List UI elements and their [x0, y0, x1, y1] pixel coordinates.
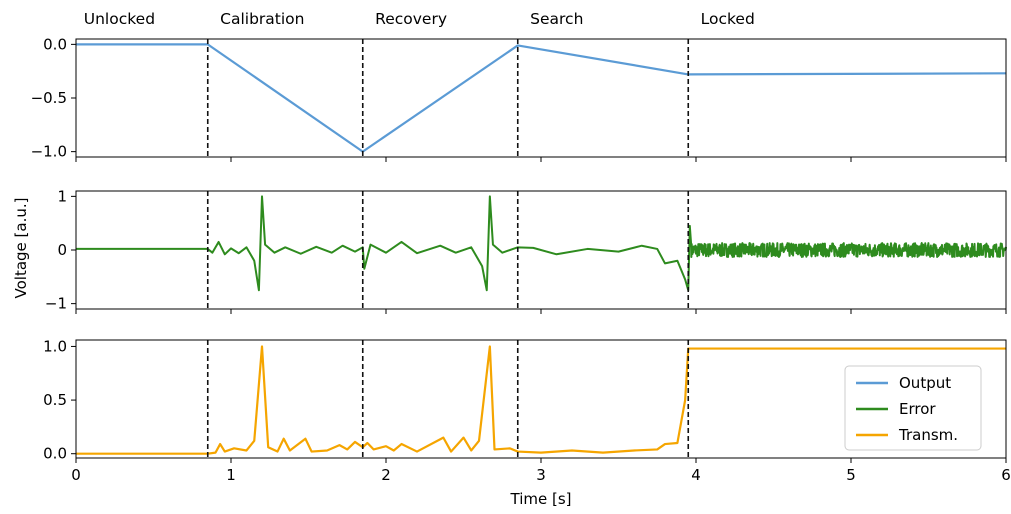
- x-tick-label: 5: [846, 466, 856, 484]
- phase-label: Locked: [701, 10, 755, 28]
- x-tick-label: 2: [381, 466, 391, 484]
- y-tick-label: −1.0: [31, 143, 67, 161]
- phase-label: Recovery: [375, 10, 447, 28]
- legend-entry: Error: [899, 400, 936, 418]
- y-axis-label: Voltage [a.u.]: [12, 198, 30, 299]
- y-tick-label: 0.0: [43, 35, 67, 53]
- x-tick-label: 6: [1001, 466, 1011, 484]
- x-tick-label: 4: [691, 466, 701, 484]
- phase-labels: Unlocked Calibration Recovery Search Locked: [84, 10, 755, 28]
- y-tick-label: 0: [57, 241, 67, 259]
- legend-entry: Output: [899, 374, 951, 392]
- x-tick-label: 0: [71, 466, 81, 484]
- panel-2: 1.0 0.5 0.0: [43, 337, 1007, 463]
- panel-1: 1 0 −1: [45, 187, 1007, 314]
- legend-entry: Transm.: [898, 426, 958, 444]
- y-tick-label: 1: [57, 187, 67, 205]
- x-axis: 0 1 2 3 4 5 6: [71, 466, 1011, 484]
- chart-panels: 0.0 −0.5 −1.0 1 0 −1 1.0 0.5 0.0: [31, 35, 1007, 463]
- panel-0: 0.0 −0.5 −1.0: [31, 35, 1007, 162]
- y-tick-label: 0.0: [43, 445, 67, 463]
- phase-label: Search: [530, 10, 583, 28]
- y-tick-label: −0.5: [31, 89, 67, 107]
- x-axis-label: Time [s]: [510, 490, 572, 508]
- series-line: [76, 43, 1007, 153]
- y-tick-label: 0.5: [43, 391, 67, 409]
- phase-label: Unlocked: [84, 10, 155, 28]
- legend: Output Error Transm.: [844, 365, 982, 451]
- y-tick-label: 1.0: [43, 337, 67, 355]
- series-line: [76, 345, 1006, 455]
- y-tick-label: −1: [45, 295, 67, 313]
- panel-frame: [75, 38, 1007, 158]
- series-line: [76, 195, 1007, 292]
- x-tick-label: 3: [536, 466, 546, 484]
- phase-label: Calibration: [220, 10, 304, 28]
- x-tick-label: 1: [226, 466, 236, 484]
- legend-box: [844, 365, 982, 451]
